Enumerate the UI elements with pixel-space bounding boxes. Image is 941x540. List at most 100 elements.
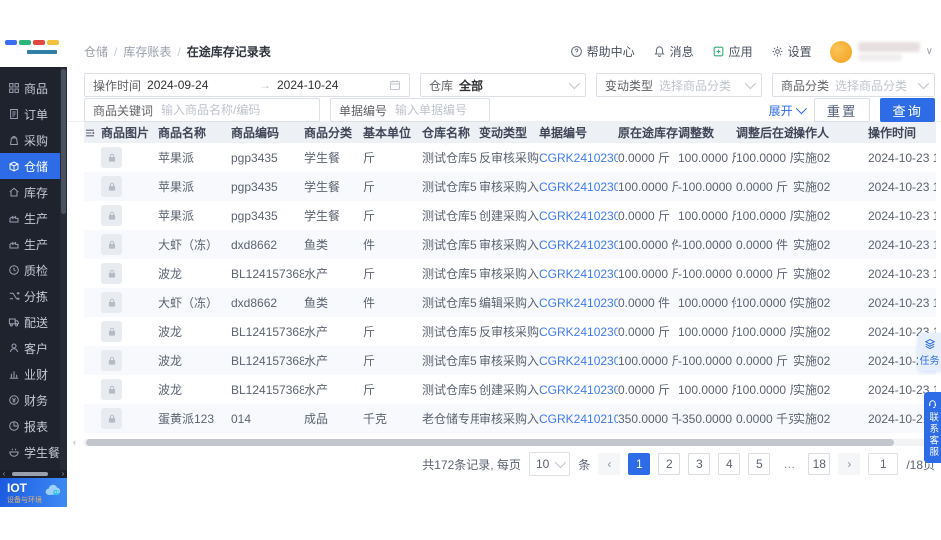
table-cell: -350.0000 千克: [678, 412, 736, 426]
page-button-4[interactable]: 4: [718, 453, 741, 475]
reset-button[interactable]: 重置: [813, 98, 871, 122]
table-cell: 实施02: [793, 296, 831, 310]
gear-icon: [771, 45, 784, 58]
breadcrumb-item[interactable]: 库存账表: [123, 45, 172, 59]
sidebar-item-production[interactable]: 生产›: [0, 231, 67, 257]
settings-button[interactable]: 设置: [771, 43, 812, 60]
doc-number-link[interactable]: CGRK24102300001: [539, 382, 618, 397]
sidebar-item-goods[interactable]: 商品›: [0, 75, 67, 101]
table-horizontal-scrollbar[interactable]: ‹: [73, 437, 935, 447]
sidebar-item-warehouse[interactable]: 仓储›: [0, 153, 67, 179]
product-image-placeholder[interactable]: [101, 408, 122, 429]
page-button-18[interactable]: 18: [808, 453, 831, 475]
table-cell: 0.0000 千克: [736, 412, 793, 426]
doc-number-link[interactable]: CGRK24102300001: [539, 237, 618, 252]
docno-input[interactable]: [393, 102, 481, 118]
docno-field[interactable]: 单据编号: [330, 98, 490, 122]
scrollbar-track[interactable]: [8, 472, 59, 476]
sidebar-item-production[interactable]: 生产›: [0, 205, 67, 231]
next-page-button[interactable]: ›: [838, 453, 861, 475]
keyword-input[interactable]: [159, 102, 311, 118]
user-menu[interactable]: ∨: [829, 40, 933, 63]
meals-icon: [8, 446, 20, 458]
doc-number-link[interactable]: CGRK24102300002: [539, 150, 618, 165]
scroll-right-icon[interactable]: ›: [61, 469, 65, 478]
sidebar-item-qc[interactable]: 质检›: [0, 257, 67, 283]
table-cell: 创建采购入库: [479, 209, 539, 223]
scrollbar-track[interactable]: [83, 439, 933, 446]
tasks-floating-tab[interactable]: 任务: [918, 333, 941, 371]
page-button-5[interactable]: 5: [748, 453, 771, 475]
column-header: 商品编码: [231, 126, 280, 140]
sidebar-item-customer[interactable]: 客户›: [0, 335, 67, 361]
sidebar-vertical-scrollbar[interactable]: [60, 67, 67, 470]
table-cell: 审核采购入库: [479, 354, 539, 368]
page-jump-input[interactable]: [868, 453, 899, 475]
table-cell: 苹果派: [158, 180, 195, 194]
expand-label: 展开: [768, 103, 793, 118]
doc-number-link[interactable]: CGRK24102300002: [539, 208, 618, 223]
help-center-button[interactable]: 帮助中心: [570, 43, 635, 60]
page-button-2[interactable]: 2: [658, 453, 681, 475]
scrollbar-thumb[interactable]: [86, 439, 894, 446]
product-image-placeholder[interactable]: [101, 321, 122, 342]
table-cell: -100.0000 斤: [678, 180, 736, 194]
product-image-placeholder[interactable]: [101, 263, 122, 284]
change-type-select[interactable]: 变动类型 选择商品分类: [596, 73, 762, 97]
sidebar-item-purchase[interactable]: 采购›: [0, 127, 67, 153]
doc-number-link[interactable]: CGRK24102100002: [539, 411, 618, 426]
sidebar-item-delivery[interactable]: 配送›: [0, 309, 67, 335]
iot-banner[interactable]: IOT 设备与环境: [0, 478, 67, 507]
page-size-select[interactable]: 10: [528, 452, 571, 476]
doc-number-link[interactable]: CGRK24102300002: [539, 179, 618, 194]
date-range-picker[interactable]: 操作时间 2024-09-24 → 2024-10-24: [84, 73, 410, 97]
scroll-left-icon[interactable]: ‹: [2, 469, 6, 478]
product-image-placeholder[interactable]: [101, 205, 122, 226]
category-placeholder: 选择商品分类: [835, 78, 908, 93]
product-image-placeholder[interactable]: [101, 176, 122, 197]
product-image-placeholder[interactable]: [101, 379, 122, 400]
prev-page-button[interactable]: ‹: [598, 453, 621, 475]
messages-button[interactable]: 消息: [653, 43, 694, 60]
column-settings-icon[interactable]: [84, 127, 101, 139]
product-image-placeholder[interactable]: [101, 234, 122, 255]
table-cell: 实施02: [793, 383, 831, 397]
page-button-3[interactable]: 3: [688, 453, 711, 475]
doc-number-link[interactable]: CGRK24102300001: [539, 353, 618, 368]
product-image-placeholder[interactable]: [101, 350, 122, 371]
category-select[interactable]: 商品分类 选择商品分类: [772, 73, 935, 97]
table-cell: 测试仓库5: [422, 151, 477, 165]
avatar[interactable]: [829, 40, 852, 63]
product-image-cell: [101, 321, 158, 342]
sidebar-item-report[interactable]: 报表›: [0, 413, 67, 439]
scroll-left-icon[interactable]: ‹: [73, 437, 76, 447]
search-button[interactable]: 查询: [880, 98, 935, 122]
doc-number-link[interactable]: CGRK24102300001: [539, 324, 618, 339]
product-image-placeholder[interactable]: [101, 147, 122, 168]
sidebar-item-orders[interactable]: 订单›: [0, 101, 67, 127]
table-row: 大虾（冻） dxd8662 鱼类 件 测试仓库5编辑采购入库CGRK2410230000…: [84, 288, 936, 317]
doc-number-link[interactable]: CGRK24102300001: [539, 266, 618, 281]
table-cell: BL124157368: [231, 324, 304, 339]
expand-filters-link[interactable]: 展开: [768, 102, 807, 119]
scrollbar-thumb[interactable]: [12, 472, 48, 476]
pagination-total: 共172条记录, 每页: [422, 457, 521, 472]
product-image-placeholder[interactable]: [101, 292, 122, 313]
sidebar-item-bizfin[interactable]: 业财›: [0, 361, 67, 387]
sidebar-item-meals[interactable]: 学生餐›: [0, 439, 67, 465]
sidebar-horizontal-scrollbar[interactable]: ‹ ›: [0, 470, 67, 478]
doc-number-link[interactable]: CGRK24102300001: [539, 295, 618, 310]
sidebar-item-finance[interactable]: 财务›: [0, 387, 67, 413]
apps-button[interactable]: 应用: [712, 43, 753, 60]
sidebar-item-sorting[interactable]: 分拣›: [0, 283, 67, 309]
page-button-1[interactable]: 1: [628, 453, 651, 475]
breadcrumb-item[interactable]: 仓储: [84, 45, 109, 59]
warehouse-select[interactable]: 仓库 全部: [420, 73, 586, 97]
scrollbar-thumb[interactable]: [61, 69, 66, 214]
inventory-icon: [8, 186, 20, 198]
customer-service-floating-tab[interactable]: 联系客服: [924, 392, 941, 463]
keyword-field[interactable]: 商品关键词: [84, 98, 320, 122]
sidebar-item-inventory[interactable]: 库存›: [0, 179, 67, 205]
